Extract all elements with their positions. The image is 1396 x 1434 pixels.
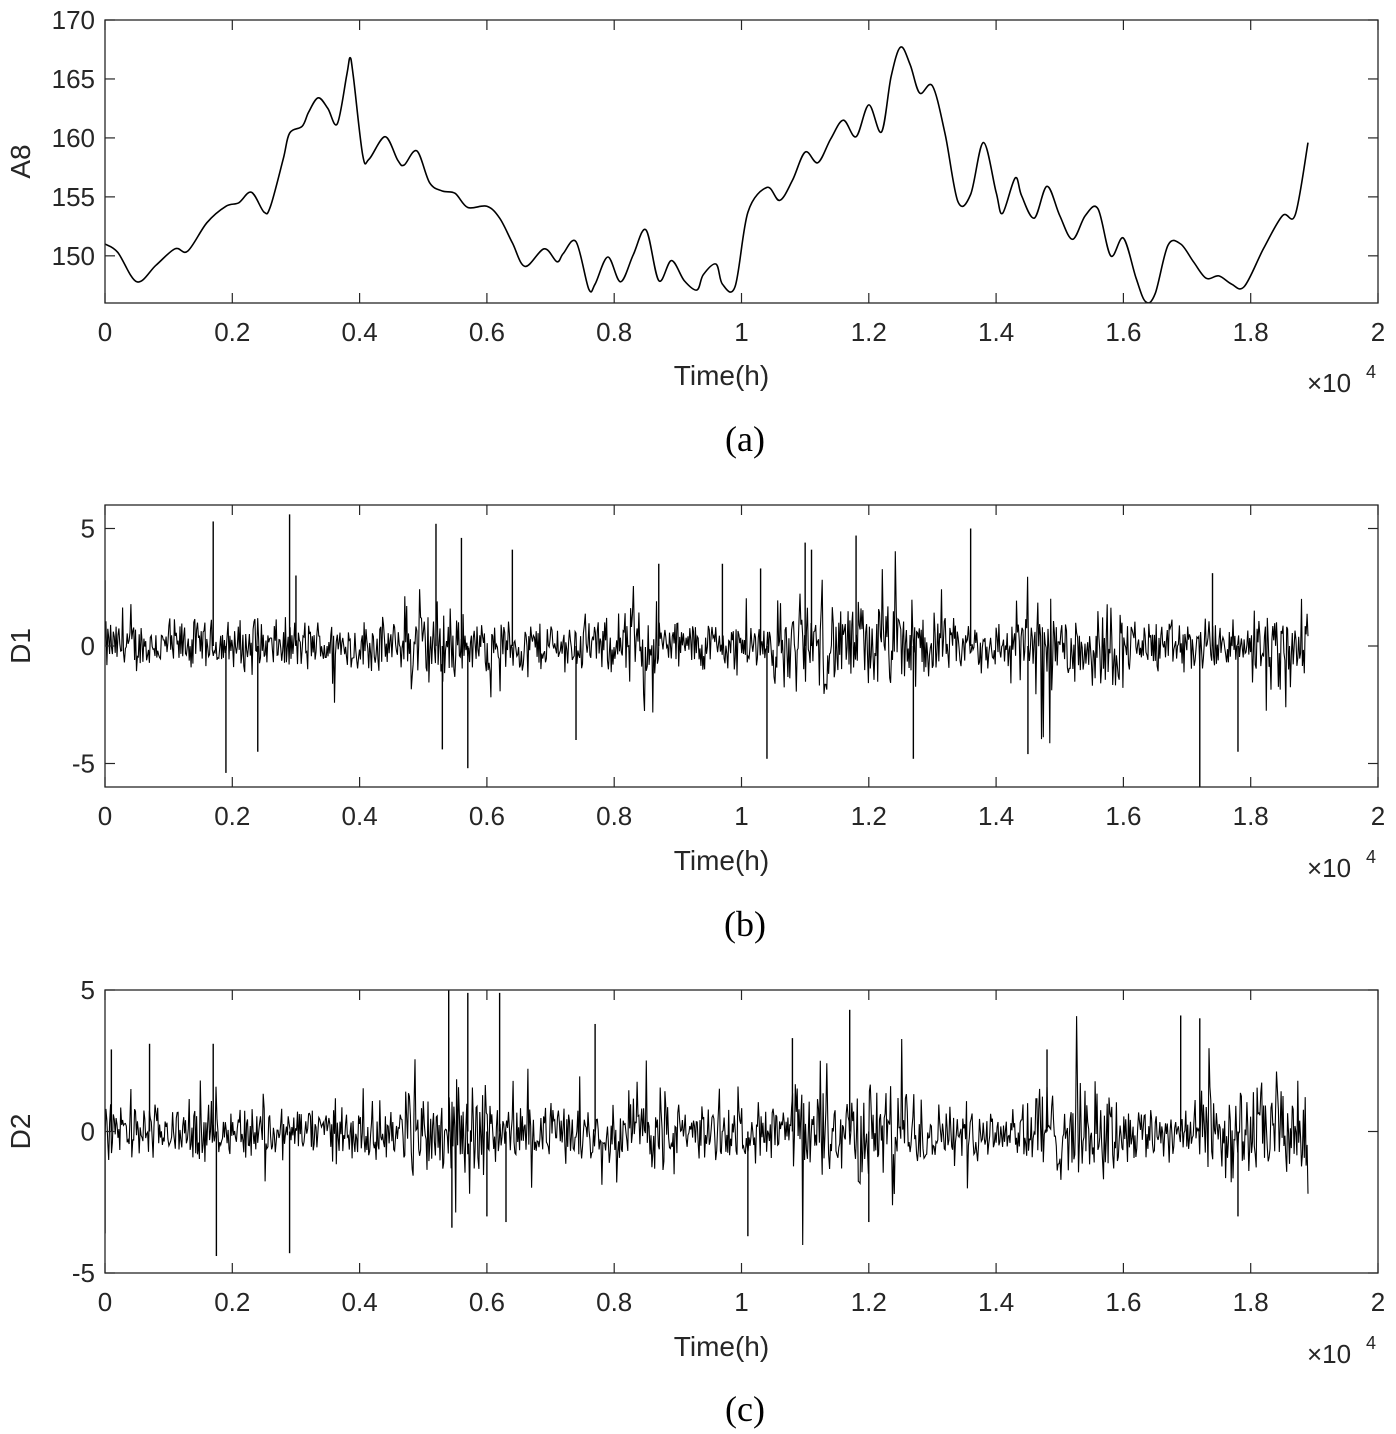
x-tick-label: 2 <box>1371 1287 1385 1317</box>
x-tick-label: 1 <box>734 801 748 831</box>
x-tick-label: 1.2 <box>851 801 887 831</box>
x-tick-label: 0.6 <box>469 317 505 347</box>
y-axis-label: A8 <box>5 144 36 178</box>
x-tick-label: 0.2 <box>214 317 250 347</box>
x-tick-label: 0.2 <box>214 801 250 831</box>
caption-c: (c) <box>725 1389 765 1429</box>
x-tick-label: 1.4 <box>978 317 1014 347</box>
x-tick-label: 0.6 <box>469 1287 505 1317</box>
x-tick-label: 1.6 <box>1105 317 1141 347</box>
y-tick-label: 0 <box>81 631 95 661</box>
x-tick-label: 2 <box>1371 801 1385 831</box>
x-exponent-power: 4 <box>1366 847 1376 867</box>
x-exponent-power: 4 <box>1366 1333 1376 1353</box>
y-tick-label: 170 <box>52 5 95 35</box>
caption-a: (a) <box>725 419 765 459</box>
x-tick-label: 0 <box>98 317 112 347</box>
x-exponent: ×10 <box>1307 368 1351 398</box>
x-exponent-power: 4 <box>1366 362 1376 382</box>
y-tick-label: 5 <box>81 514 95 544</box>
x-axis-label: Time(h) <box>674 1331 769 1362</box>
y-axis-label: D2 <box>5 1114 36 1150</box>
x-tick-label: 0.2 <box>214 1287 250 1317</box>
x-exponent: ×10 <box>1307 853 1351 883</box>
x-tick-label: 1.4 <box>978 1287 1014 1317</box>
x-tick-label: 1.2 <box>851 1287 887 1317</box>
axes-box <box>104 19 1379 304</box>
y-axis-label: D1 <box>5 628 36 664</box>
series-line-1 <box>105 46 1309 303</box>
x-tick-label: 1 <box>734 317 748 347</box>
y-tick-label: 155 <box>52 182 95 212</box>
y-tick-label: 150 <box>52 241 95 271</box>
y-tick-label: 5 <box>81 975 95 1005</box>
noise-signal-line <box>105 551 1309 744</box>
y-tick-label: 0 <box>81 1117 95 1147</box>
noise-signal-line <box>105 1016 1309 1246</box>
y-tick-label: -5 <box>72 1258 95 1288</box>
y-tick-label: 165 <box>52 64 95 94</box>
x-tick-label: 1 <box>734 1287 748 1317</box>
x-tick-label: 1.8 <box>1233 317 1269 347</box>
x-tick-label: 0.4 <box>342 801 378 831</box>
panel-b: 0 0.2 0.4 0.6 0.8 1 1.2 1.4 1.6 1.8 2-505Time(h)D1… <box>5 504 1385 883</box>
x-tick-label: 1.6 <box>1105 1287 1141 1317</box>
x-tick-label: 1.6 <box>1105 801 1141 831</box>
panel-c: 0 0.2 0.4 0.6 0.8 1 1.2 1.4 1.6 1.8 2-505Time(h)D2… <box>5 975 1385 1369</box>
x-axis-label: Time(h) <box>674 360 769 391</box>
x-tick-label: 0.8 <box>596 1287 632 1317</box>
x-tick-label: 1.8 <box>1233 801 1269 831</box>
x-tick-label: 0.4 <box>342 1287 378 1317</box>
caption-b: (b) <box>724 904 766 944</box>
x-tick-label: 1.8 <box>1233 1287 1269 1317</box>
x-tick-label: 1.2 <box>851 317 887 347</box>
x-tick-label: 2 <box>1371 317 1385 347</box>
x-tick-label: 0.8 <box>596 317 632 347</box>
panel-a: 0 0.2 0.4 0.6 0.8 1 1.2 1.4 1.6 1.8 2 150 155 160 165 1… <box>5 5 1385 398</box>
x-exponent: ×10 <box>1307 1339 1351 1369</box>
x-tick-label: 0.8 <box>596 801 632 831</box>
x-tick-label: 0 <box>98 1287 112 1317</box>
x-tick-label: 0.4 <box>342 317 378 347</box>
x-axis-label: Time(h) <box>674 845 769 876</box>
x-tick-label: 0 <box>98 801 112 831</box>
x-tick-label: 1.4 <box>978 801 1014 831</box>
y-tick-label: 160 <box>52 123 95 153</box>
y-tick-label: -5 <box>72 749 95 779</box>
x-tick-label: 0.6 <box>469 801 505 831</box>
